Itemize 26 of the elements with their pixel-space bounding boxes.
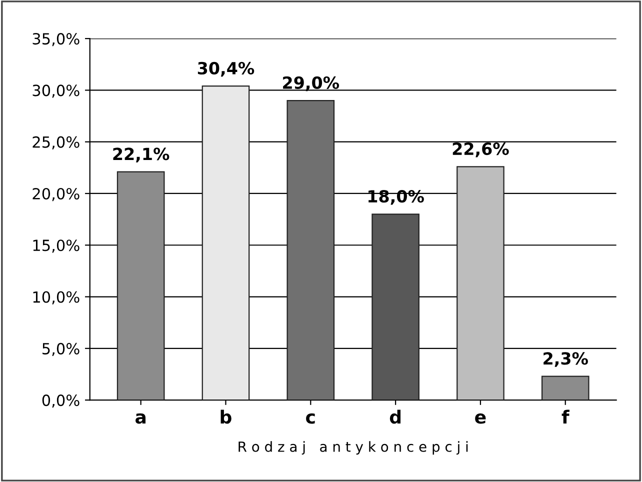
data-label: 22,6% — [452, 142, 509, 158]
y-tick-label: 5,0% — [42, 342, 80, 356]
x-tick-label: b — [220, 410, 232, 424]
y-tick-label: 30,0% — [32, 84, 80, 98]
x-tick-label: d — [390, 410, 400, 424]
y-tick-label: 10,0% — [33, 291, 80, 304]
y-tick-label: 15,0% — [33, 240, 80, 253]
bar — [116, 171, 165, 400]
bar — [456, 166, 504, 400]
x-axis-title: R o d z a j a n t y k o n c e p c j i — [238, 441, 468, 455]
data-label: 29,0% — [283, 76, 340, 92]
bar — [286, 100, 335, 400]
data-label: 30,4% — [198, 62, 254, 77]
data-label: 22,1% — [113, 148, 170, 162]
y-tick-label: 20,0% — [32, 188, 80, 202]
y-tick-label: 35,0% — [32, 33, 80, 46]
x-tick-label: e — [475, 413, 486, 424]
x-tick-label: f — [562, 410, 570, 424]
data-label: 2,3% — [544, 352, 588, 367]
y-tick-label: 0,0% — [42, 394, 80, 408]
y-tick-label: 25,0% — [32, 136, 80, 150]
bar — [372, 214, 420, 400]
bar — [202, 86, 250, 400]
bar — [541, 376, 590, 400]
x-tick-label: a — [136, 413, 146, 424]
x-tick-label: c — [306, 413, 315, 424]
